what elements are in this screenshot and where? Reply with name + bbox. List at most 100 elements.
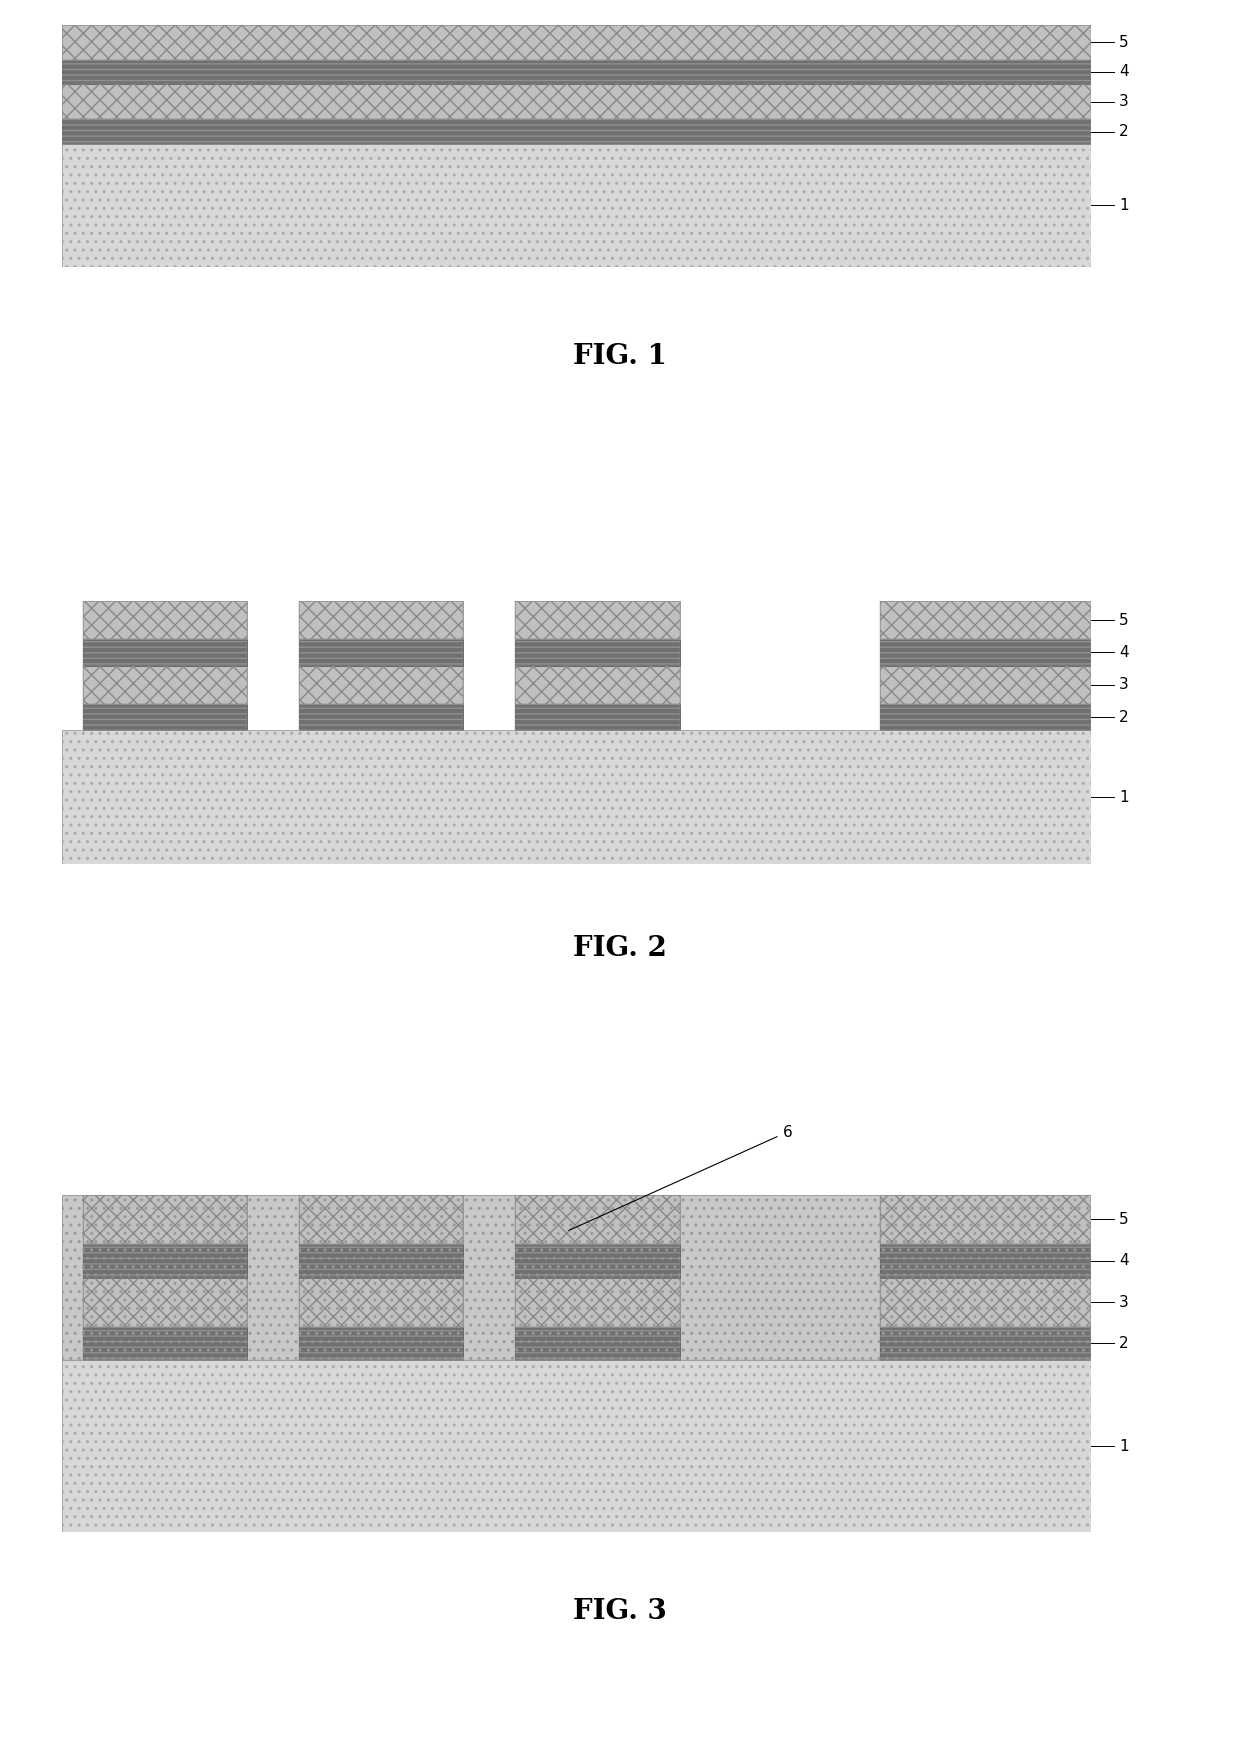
- Text: 1: 1: [1118, 199, 1128, 213]
- Bar: [299, 1277, 464, 1327]
- Bar: [880, 640, 1091, 666]
- Text: 4: 4: [1118, 645, 1128, 661]
- Bar: [83, 1244, 247, 1277]
- Bar: [880, 1244, 1091, 1277]
- Bar: [515, 601, 680, 640]
- Text: 3: 3: [1118, 95, 1128, 109]
- Bar: [880, 705, 1091, 731]
- Bar: [62, 84, 1091, 119]
- Text: 2: 2: [1118, 710, 1128, 724]
- Text: 5: 5: [1118, 1212, 1128, 1226]
- Bar: [515, 1327, 680, 1360]
- Bar: [299, 1244, 464, 1277]
- Bar: [83, 1277, 247, 1327]
- Bar: [515, 1244, 680, 1277]
- Bar: [880, 1244, 1091, 1277]
- Bar: [83, 1244, 247, 1277]
- Text: FIG. 1: FIG. 1: [573, 343, 667, 371]
- Bar: [880, 1277, 1091, 1327]
- Bar: [62, 84, 1091, 119]
- Bar: [83, 705, 247, 731]
- Bar: [515, 1327, 680, 1360]
- Bar: [62, 144, 1091, 267]
- Bar: [299, 666, 464, 705]
- Bar: [880, 640, 1091, 666]
- Bar: [299, 601, 464, 640]
- Bar: [515, 1195, 680, 1244]
- Text: 2: 2: [1118, 125, 1128, 139]
- Bar: [62, 144, 1091, 267]
- Text: 1: 1: [1118, 1439, 1128, 1453]
- Bar: [83, 705, 247, 731]
- Bar: [83, 1327, 247, 1360]
- Text: 3: 3: [1118, 676, 1128, 692]
- Bar: [515, 1277, 680, 1327]
- Bar: [62, 25, 1091, 60]
- Bar: [515, 705, 680, 731]
- Bar: [299, 705, 464, 731]
- Bar: [880, 1277, 1091, 1327]
- Bar: [299, 640, 464, 666]
- Bar: [83, 666, 247, 705]
- Bar: [62, 60, 1091, 84]
- Text: FIG. 2: FIG. 2: [573, 935, 667, 963]
- Bar: [880, 1195, 1091, 1244]
- Bar: [515, 705, 680, 731]
- Bar: [299, 601, 464, 640]
- Bar: [62, 1360, 1091, 1532]
- Bar: [299, 1195, 464, 1244]
- Bar: [299, 1327, 464, 1360]
- Bar: [299, 1244, 464, 1277]
- Bar: [62, 731, 1091, 864]
- Bar: [880, 705, 1091, 731]
- Text: 2: 2: [1118, 1335, 1128, 1351]
- Bar: [83, 1195, 247, 1244]
- Text: 4: 4: [1118, 1253, 1128, 1269]
- Bar: [83, 1277, 247, 1327]
- Text: 3: 3: [1118, 1295, 1128, 1309]
- Bar: [515, 1244, 680, 1277]
- Bar: [515, 1195, 680, 1244]
- Bar: [880, 1327, 1091, 1360]
- Bar: [62, 731, 1091, 864]
- Text: FIG. 3: FIG. 3: [573, 1597, 667, 1625]
- Bar: [299, 1195, 464, 1244]
- Bar: [62, 119, 1091, 144]
- Bar: [515, 640, 680, 666]
- Bar: [83, 1195, 247, 1244]
- Bar: [83, 601, 247, 640]
- Bar: [62, 1195, 1091, 1360]
- Bar: [515, 1277, 680, 1327]
- Bar: [83, 640, 247, 666]
- Text: 4: 4: [1118, 65, 1128, 79]
- Bar: [299, 1327, 464, 1360]
- Bar: [515, 640, 680, 666]
- Bar: [299, 640, 464, 666]
- Bar: [83, 640, 247, 666]
- Bar: [62, 25, 1091, 60]
- Bar: [515, 666, 680, 705]
- Bar: [880, 601, 1091, 640]
- Bar: [880, 1327, 1091, 1360]
- Bar: [515, 601, 680, 640]
- Text: 5: 5: [1118, 35, 1128, 49]
- Bar: [62, 1360, 1091, 1532]
- Bar: [299, 705, 464, 731]
- Bar: [515, 666, 680, 705]
- Bar: [62, 60, 1091, 84]
- Bar: [299, 666, 464, 705]
- Bar: [83, 666, 247, 705]
- Text: 1: 1: [1118, 791, 1128, 805]
- Bar: [880, 666, 1091, 705]
- Text: 5: 5: [1118, 613, 1128, 627]
- Bar: [83, 601, 247, 640]
- Bar: [62, 119, 1091, 144]
- Bar: [299, 1277, 464, 1327]
- Bar: [62, 601, 1091, 731]
- Bar: [880, 666, 1091, 705]
- Bar: [880, 1195, 1091, 1244]
- Bar: [83, 1327, 247, 1360]
- Text: 6: 6: [569, 1124, 792, 1230]
- Bar: [880, 601, 1091, 640]
- Bar: [62, 1195, 1091, 1360]
